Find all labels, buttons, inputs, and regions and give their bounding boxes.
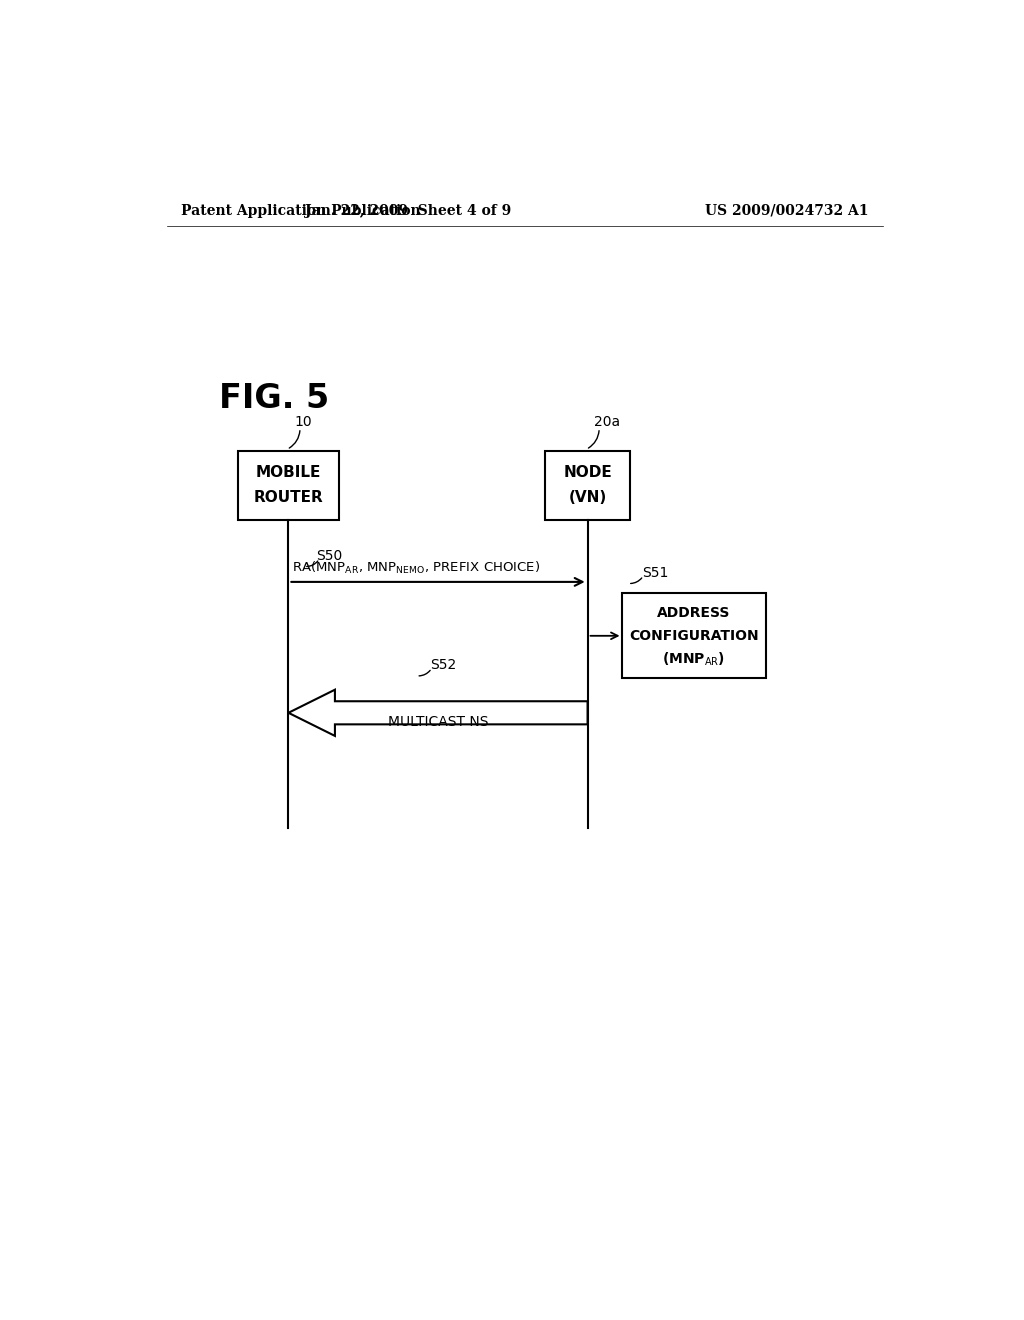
- Bar: [238, 451, 339, 520]
- Text: NODE: NODE: [563, 465, 612, 480]
- Bar: [545, 451, 630, 520]
- Polygon shape: [289, 689, 588, 737]
- Text: US 2009/0024732 A1: US 2009/0024732 A1: [706, 203, 869, 218]
- Text: 10: 10: [295, 414, 312, 429]
- Text: (MNP$_{\rm AR}$): (MNP$_{\rm AR}$): [663, 651, 725, 668]
- Text: MOBILE: MOBILE: [256, 465, 322, 480]
- Text: 20a: 20a: [594, 414, 620, 429]
- Text: ADDRESS: ADDRESS: [657, 606, 730, 619]
- Text: Patent Application Publication: Patent Application Publication: [180, 203, 420, 218]
- Text: MULTICAST NS: MULTICAST NS: [388, 715, 488, 729]
- Text: ROUTER: ROUTER: [254, 490, 324, 504]
- Text: Jan. 22, 2009  Sheet 4 of 9: Jan. 22, 2009 Sheet 4 of 9: [305, 203, 512, 218]
- Text: S52: S52: [430, 659, 457, 672]
- Text: FIG. 5: FIG. 5: [219, 381, 330, 414]
- Text: S51: S51: [642, 566, 669, 579]
- Text: (VN): (VN): [568, 490, 606, 504]
- Text: RA(MNP$_{\rm AR}$, MNP$_{\rm NEMO}$, PREFIX CHOICE): RA(MNP$_{\rm AR}$, MNP$_{\rm NEMO}$, PRE…: [292, 560, 541, 576]
- Text: S50: S50: [316, 549, 343, 562]
- Text: CONFIGURATION: CONFIGURATION: [629, 628, 759, 643]
- Bar: [623, 594, 766, 678]
